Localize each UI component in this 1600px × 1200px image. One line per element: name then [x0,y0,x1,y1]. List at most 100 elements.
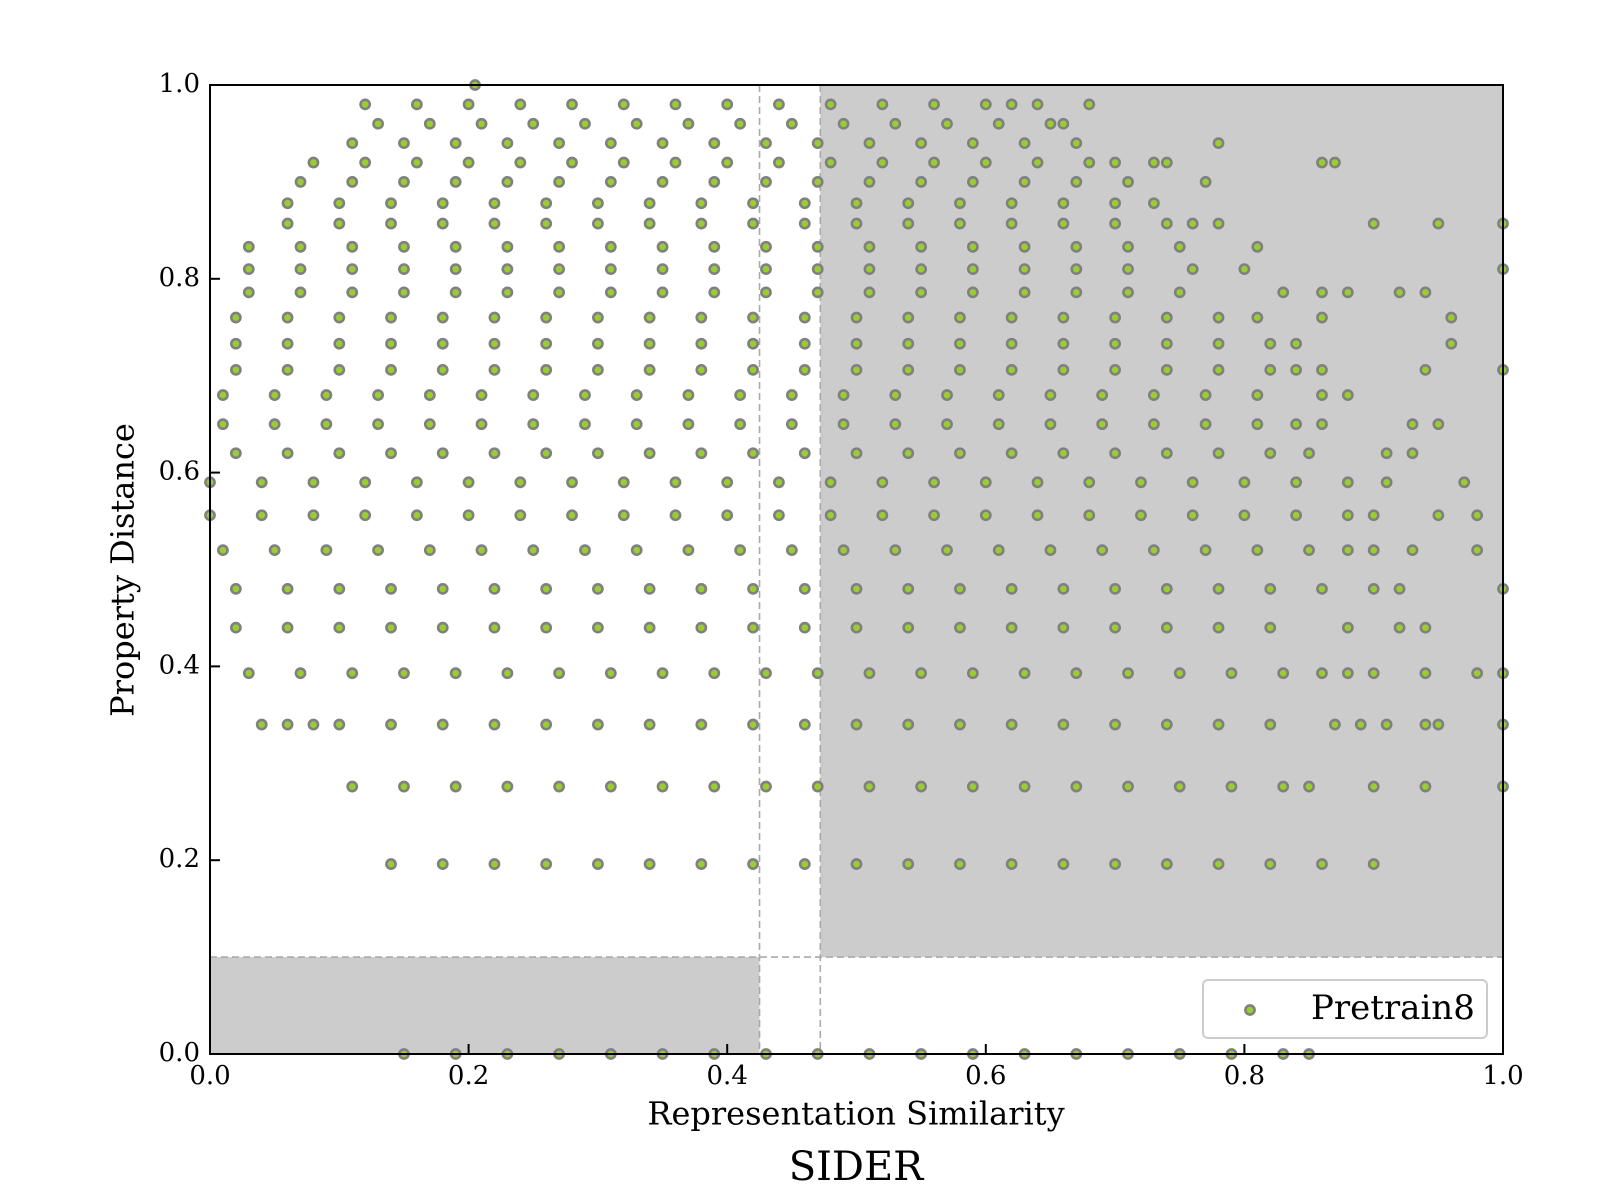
point [1160,311,1173,324]
point [695,582,708,595]
point [863,240,876,253]
point [501,286,514,299]
point [1225,667,1238,680]
point [954,311,966,324]
point [1147,544,1160,557]
point [966,780,979,793]
point [436,217,449,230]
point [242,263,255,276]
point [307,156,320,169]
point [1109,217,1121,230]
point [1367,509,1380,522]
point [760,286,772,299]
point [863,667,876,680]
point [708,175,721,188]
point [695,718,708,731]
point [1419,286,1432,299]
point [773,509,785,522]
point [1341,667,1354,680]
x-tick-label: 0.8 [1224,1061,1265,1091]
point [954,447,966,460]
point [1380,718,1393,731]
point [592,363,604,376]
point [1057,217,1070,230]
point [592,858,604,870]
point [785,117,798,130]
y-axis-label: Property Distance [104,423,142,717]
point [954,718,966,731]
point [385,858,397,870]
point [643,197,656,210]
point [1018,780,1031,793]
point [346,175,359,188]
point [592,197,604,210]
point [398,137,410,150]
x-tick-label: 1.0 [1482,1061,1523,1091]
point [798,718,811,731]
point [1419,363,1432,376]
point [527,544,540,557]
point [1135,509,1147,522]
point [992,418,1005,431]
point [281,197,294,210]
point [979,156,992,169]
point [1212,621,1225,634]
point [540,621,553,634]
point [436,582,449,595]
point [863,286,876,299]
point [850,447,863,460]
point [346,780,359,793]
point [850,582,863,595]
point [1083,509,1096,522]
point [1199,418,1212,431]
point [307,476,320,489]
point [747,447,759,460]
point [436,337,449,350]
point [592,217,604,230]
point [1445,337,1458,350]
point [1070,240,1083,253]
point [488,311,501,324]
point [876,509,889,522]
point [1044,389,1057,401]
point [398,240,410,253]
point [579,544,591,557]
point [734,117,747,130]
point [592,311,604,324]
point [721,509,734,522]
point [229,337,242,350]
point [488,337,501,350]
point [695,447,708,460]
point [811,667,824,680]
point [876,476,889,489]
point [902,197,915,210]
point [346,137,359,150]
point [941,117,953,130]
point [1432,509,1445,522]
point [773,476,785,489]
point [1199,389,1212,401]
point [579,418,591,431]
point [1432,217,1445,230]
point [850,363,863,376]
point [514,509,527,522]
point [656,240,669,253]
point [398,780,410,793]
point [695,363,708,376]
point [1329,718,1341,731]
point [682,418,695,431]
point [1057,858,1070,870]
point [294,667,307,680]
point [1393,286,1406,299]
point [1251,418,1264,431]
point [385,718,397,731]
point [501,240,514,253]
point [1070,263,1083,276]
point [475,389,488,401]
y-tick-label: 0.0 [159,1038,200,1068]
legend-marker [1244,1004,1256,1016]
point [281,718,294,731]
point [695,311,708,324]
point [798,447,811,460]
point [579,389,591,401]
